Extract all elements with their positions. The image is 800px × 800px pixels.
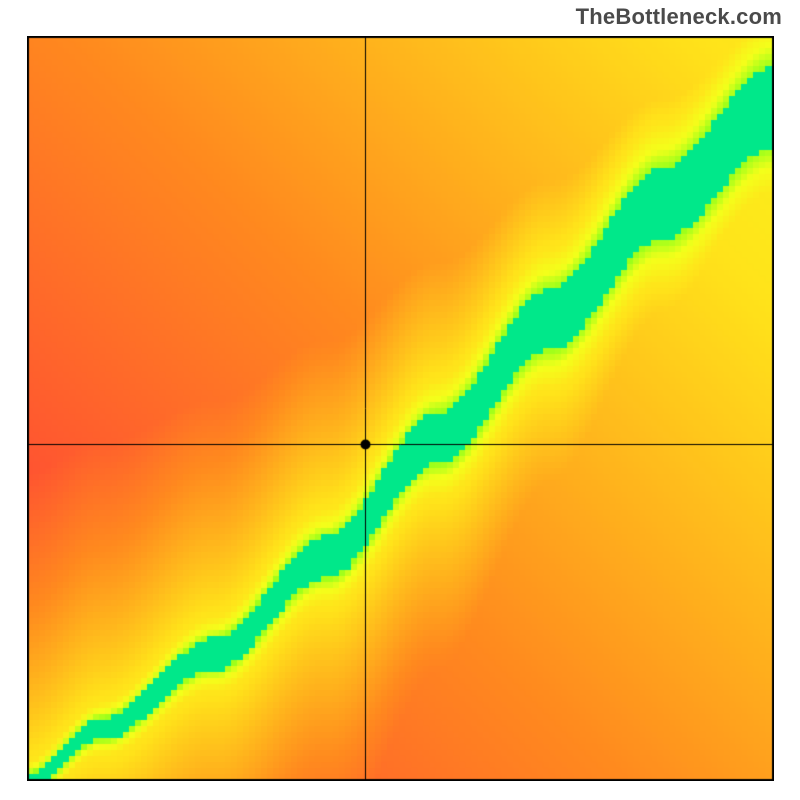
bottleneck-heatmap (27, 36, 774, 781)
chart-container: TheBottleneck.com (0, 0, 800, 800)
watermark-text: TheBottleneck.com (576, 4, 782, 30)
